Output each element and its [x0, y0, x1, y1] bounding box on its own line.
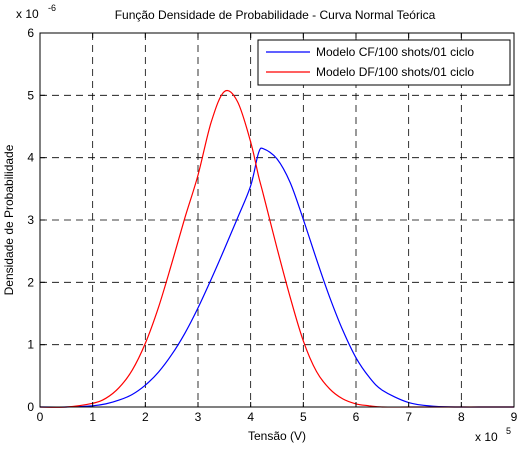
legend: Modelo CF/100 shots/01 ciclo Modelo DF/1…	[257, 39, 511, 86]
x-tick-label: 8	[458, 410, 465, 424]
y-axis-exponent: x 10 -6	[16, 3, 56, 21]
x-axis-label: Tensão (V)	[248, 429, 306, 443]
plot-area	[40, 33, 514, 407]
x-exponent-base: x 10	[475, 430, 498, 444]
y-tick-label: 3	[27, 213, 34, 227]
x-tick-label: 0	[37, 410, 44, 424]
x-tick-label: 6	[353, 410, 360, 424]
y-tick-labels: 0 1 2 3 4 5 6	[27, 26, 34, 414]
y-tick-label: 1	[27, 338, 34, 352]
x-tick-label: 4	[247, 410, 254, 424]
y-tick-label: 6	[27, 26, 34, 40]
y-tick-label: 5	[27, 88, 34, 102]
x-tick-labels: 0 1 2 3 4 5 6 7 8 9	[37, 410, 518, 424]
y-exponent-power: -6	[48, 3, 56, 13]
x-tick-label: 2	[142, 410, 149, 424]
x-axis-exponent: x 10 5	[475, 426, 511, 444]
legend-box	[257, 39, 511, 86]
x-tick-label: 5	[300, 410, 307, 424]
y-tick-label: 2	[27, 275, 34, 289]
x-tick-label: 1	[89, 410, 96, 424]
axis-ticks	[39, 32, 515, 408]
chart-title: Função Densidade de Probabilidade - Curv…	[115, 8, 436, 22]
x-tick-label: 3	[195, 410, 202, 424]
legend-label-cf: Modelo CF/100 shots/01 ciclo	[316, 45, 474, 59]
legend-label-df: Modelo DF/100 shots/01 ciclo	[316, 65, 474, 79]
x-tick-label: 9	[511, 410, 518, 424]
y-exponent-base: x 10	[16, 7, 39, 21]
series-line-cf	[39, 147, 514, 408]
y-tick-label: 0	[27, 400, 34, 414]
y-axis-label: Densidade de Probabilidade	[2, 144, 16, 295]
x-exponent-power: 5	[506, 426, 511, 436]
x-tick-label: 7	[405, 410, 412, 424]
y-tick-label: 4	[27, 151, 34, 165]
